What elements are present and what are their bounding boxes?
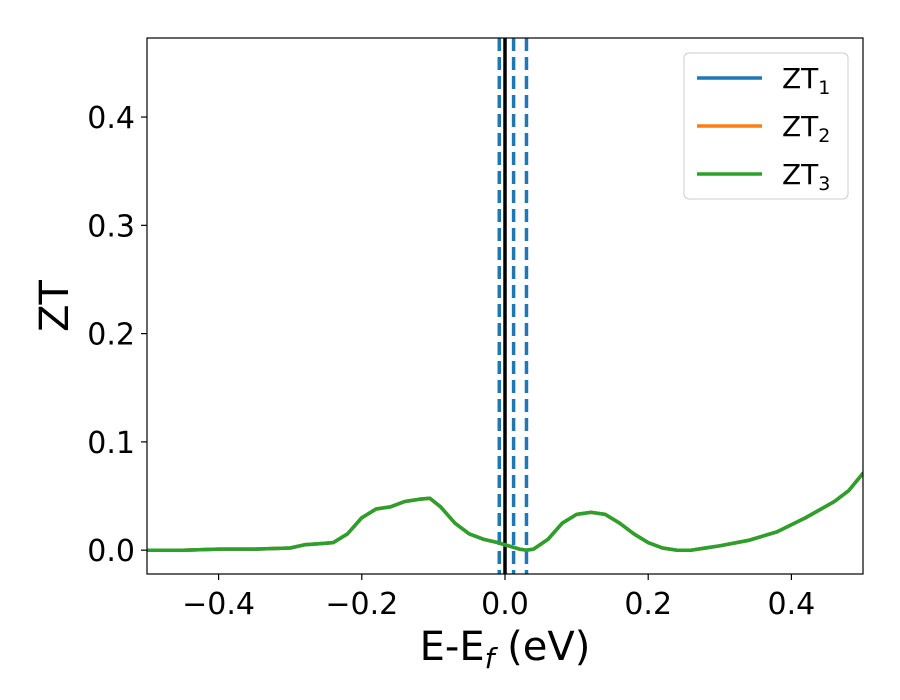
series-lines [147, 471, 863, 552]
legend-box [683, 52, 849, 200]
reference-lines [497, 38, 529, 574]
x-tick-label: 0.4 [768, 587, 816, 622]
legend-label: ZT2 [782, 110, 830, 147]
x-tick-label: −0.2 [325, 587, 398, 622]
y-axis: 0.0 0.1 0.2 0.3 0.4 [87, 101, 147, 569]
x-tick-label: −0.4 [182, 587, 255, 622]
x-axis: −0.4 −0.2 0.0 0.2 0.4 [182, 574, 815, 622]
y-axis-label: ZT [32, 280, 78, 332]
legend-label: ZT1 [782, 62, 830, 99]
y-tick-label: 0.0 [87, 534, 135, 569]
y-tick-label: 0.3 [87, 209, 135, 244]
y-tick-label: 0.1 [87, 426, 135, 461]
plot-area [146, 37, 864, 575]
x-axis-label: E-Ef (eV) [420, 624, 591, 675]
y-tick-label: 0.2 [87, 318, 135, 353]
series-line-zt3 [147, 471, 863, 552]
x-tick-label: 0.2 [624, 587, 672, 622]
x-tick-label: 0.0 [481, 587, 529, 622]
y-tick-label: 0.4 [87, 101, 135, 136]
legend-label: ZT3 [782, 158, 830, 195]
legend: ZT1 ZT2 ZT3 [683, 52, 849, 200]
